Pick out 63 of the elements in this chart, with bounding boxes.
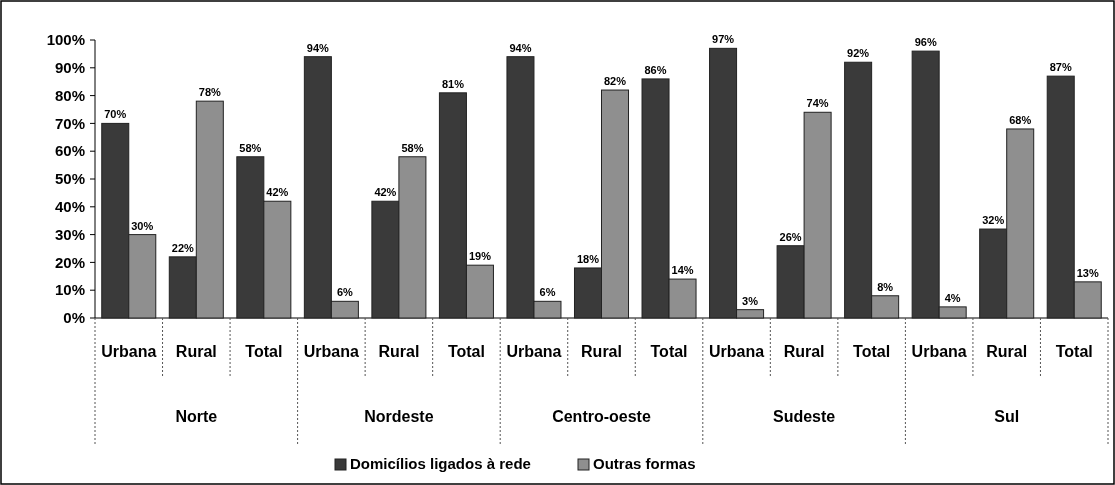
x-tick-label: Rural xyxy=(175,343,217,360)
x-tick-label: Urbana xyxy=(303,343,360,360)
data-label: 13% xyxy=(1076,266,1099,279)
data-label: 4% xyxy=(944,291,961,304)
text: Nordeste xyxy=(364,408,434,425)
x-tick-label: Urbana xyxy=(911,343,967,360)
text: Centro-oeste xyxy=(552,408,651,425)
data-label: 86% xyxy=(644,63,667,76)
data-label: 22% xyxy=(171,241,195,254)
y-tick-label: 80% xyxy=(54,86,85,104)
y-tick-label: 60% xyxy=(54,142,85,160)
x-tick-label: Total xyxy=(650,343,688,360)
x-tick-label: Urbana xyxy=(101,343,157,360)
y-tick-label: 20% xyxy=(54,253,85,271)
text: Sudeste xyxy=(772,408,836,425)
data-label: 3% xyxy=(742,294,759,307)
data-label: 30% xyxy=(131,219,154,232)
x-tick-label: Total xyxy=(853,343,891,360)
y-tick-label: 90% xyxy=(54,59,85,77)
data-label: 19% xyxy=(468,250,492,263)
text: Norte xyxy=(175,408,218,425)
data-label: 58% xyxy=(239,141,262,154)
y-tick-label: 50% xyxy=(54,170,85,188)
data-label: 74% xyxy=(806,97,829,110)
data-label: 42% xyxy=(374,186,397,199)
data-label: 8% xyxy=(877,280,894,293)
y-tick-label: 70% xyxy=(54,114,85,132)
x-tick-label: Total xyxy=(1055,343,1093,360)
data-label: 68% xyxy=(1009,113,1032,126)
x-tick-label: Rural xyxy=(378,343,420,360)
y-tick-label: 100% xyxy=(46,31,85,49)
data-label: 92% xyxy=(847,47,870,60)
data-label: 87% xyxy=(1049,61,1072,74)
data-label: 6% xyxy=(539,286,556,299)
data-label: 94% xyxy=(306,41,330,54)
x-tick-label: Total xyxy=(245,343,283,360)
x-tick-label: Urbana xyxy=(506,343,562,360)
data-label: 70% xyxy=(104,108,127,121)
y-tick-label: 40% xyxy=(54,198,85,216)
x-tick-label: Rural xyxy=(581,343,622,360)
data-label: 42% xyxy=(266,186,289,199)
data-label: 58% xyxy=(401,141,424,154)
data-label: 14% xyxy=(671,264,694,277)
y-tick-label: 30% xyxy=(54,225,85,243)
y-tick-label: 0% xyxy=(63,309,85,327)
data-label: 26% xyxy=(779,230,802,243)
data-label: 6% xyxy=(336,286,354,299)
data-label: 96% xyxy=(914,36,937,49)
x-tick-label: Urbana xyxy=(709,343,765,360)
data-label: 97% xyxy=(712,33,735,46)
legend-label: Outras formas xyxy=(593,455,696,472)
data-label: 81% xyxy=(441,77,465,90)
x-tick-label: Total xyxy=(447,343,485,360)
data-label: 78% xyxy=(198,86,222,99)
y-tick-label: 10% xyxy=(54,281,85,299)
text: Sul xyxy=(994,408,1020,425)
x-tick-label: Rural xyxy=(783,343,825,360)
data-label: 18% xyxy=(576,252,600,265)
data-label: 32% xyxy=(982,214,1005,227)
x-tick-label: Rural xyxy=(986,343,1028,360)
data-label: 82% xyxy=(603,75,627,88)
legend-label: Domicílios ligados à rede xyxy=(350,455,531,472)
data-label: 94% xyxy=(509,41,532,54)
